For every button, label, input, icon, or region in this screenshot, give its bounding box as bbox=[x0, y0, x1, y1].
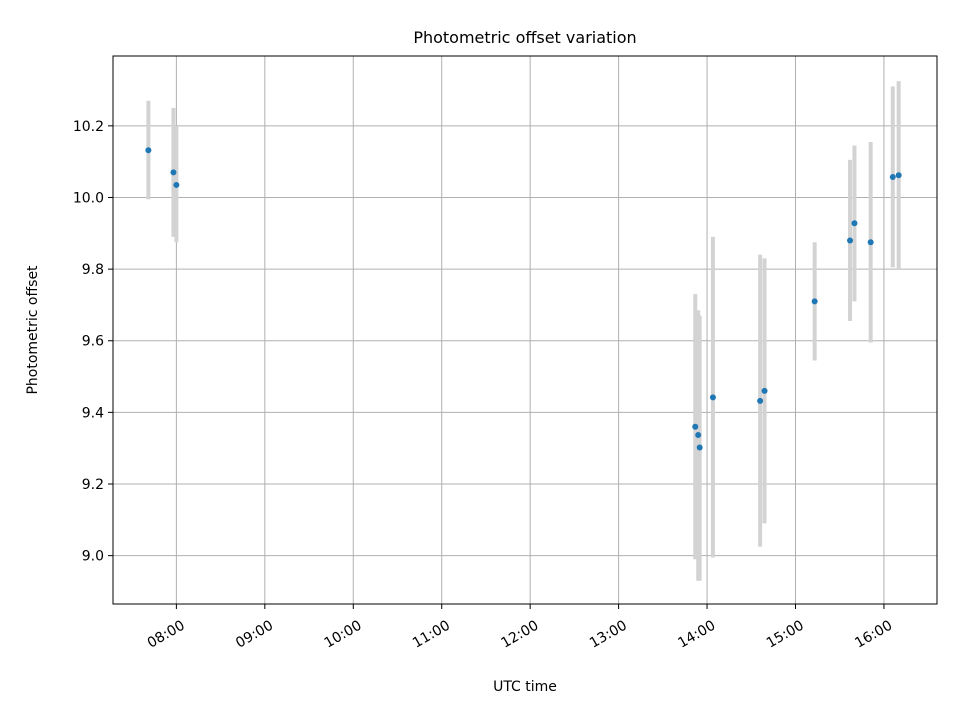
x-tick-label: 14:00 bbox=[675, 618, 718, 652]
y-tick-label: 9.4 bbox=[82, 405, 104, 421]
y-tick-label: 9.2 bbox=[82, 477, 104, 493]
y-tick-label: 9.6 bbox=[82, 334, 104, 350]
y-tick-label: 10.2 bbox=[73, 119, 104, 135]
data-point bbox=[695, 431, 702, 438]
data-point bbox=[811, 298, 818, 305]
x-tick-label: 11:00 bbox=[410, 618, 453, 652]
plot-frame bbox=[112, 55, 938, 605]
x-tick-label: 16:00 bbox=[852, 618, 895, 652]
data-point bbox=[170, 169, 177, 176]
data-point bbox=[867, 239, 874, 246]
y-tick-label: 9.0 bbox=[82, 549, 104, 565]
y-tick-label: 10.0 bbox=[73, 190, 104, 206]
grid-layer bbox=[113, 56, 937, 604]
data-point bbox=[145, 147, 152, 154]
x-axis-label: UTC time bbox=[493, 679, 557, 695]
y-tick-label: 9.8 bbox=[82, 262, 104, 278]
x-tick-label: 10:00 bbox=[322, 618, 365, 652]
point-layer bbox=[145, 147, 902, 451]
x-tick-label: 12:00 bbox=[499, 618, 542, 652]
data-point bbox=[757, 397, 764, 404]
tick-layer: 08:00 09:00 10:00 11:00 12:00 13:00 14:00 15:00… bbox=[73, 119, 895, 652]
data-point bbox=[889, 174, 896, 181]
data-point bbox=[847, 237, 854, 244]
data-point bbox=[173, 181, 180, 188]
data-point bbox=[692, 423, 699, 430]
x-tick-label: 13:00 bbox=[587, 618, 630, 652]
y-axis-label: Photometric offset bbox=[25, 265, 41, 395]
errorbar-layer bbox=[146, 81, 901, 581]
x-tick-label: 15:00 bbox=[764, 618, 807, 652]
data-point bbox=[709, 394, 716, 401]
x-tick-label: 09:00 bbox=[233, 618, 276, 652]
x-tick-label: 08:00 bbox=[145, 618, 188, 652]
data-point bbox=[851, 220, 858, 227]
data-point bbox=[895, 172, 902, 179]
data-point bbox=[696, 444, 703, 451]
chart-title: Photometric offset variation bbox=[413, 28, 636, 47]
data-point bbox=[761, 387, 768, 394]
